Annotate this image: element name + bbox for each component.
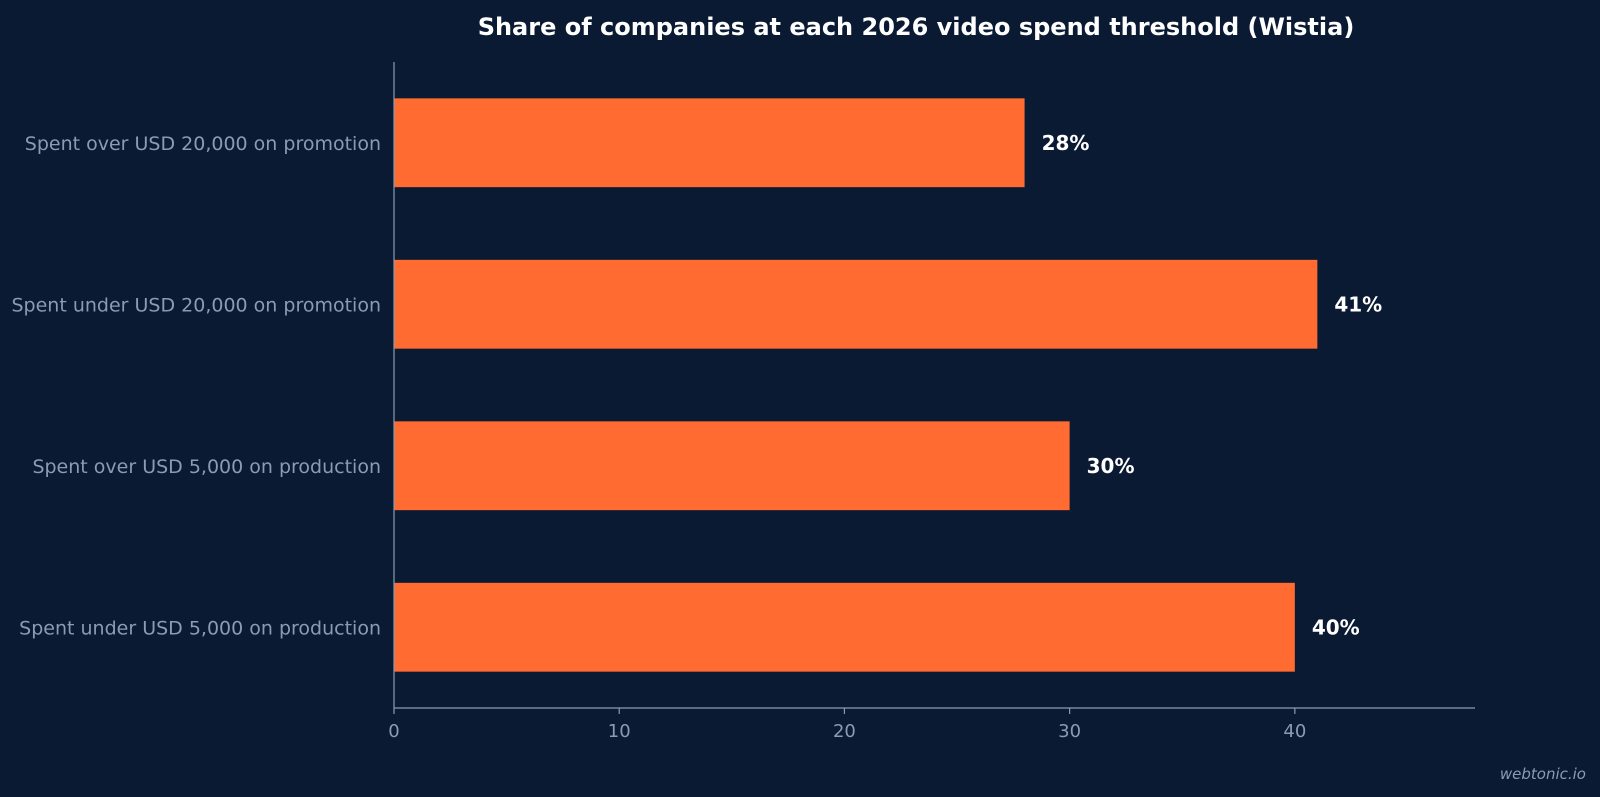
- bars-layer: 28% 41% 30% 40%: [394, 98, 1382, 672]
- bar: [394, 582, 1295, 672]
- x-tick-label: 30: [1058, 721, 1081, 742]
- value-label: 41%: [1334, 292, 1382, 316]
- chart-title: Share of companies at each 2026 video sp…: [478, 13, 1355, 41]
- bar: [394, 421, 1070, 511]
- watermark-text: webtonic.io: [1500, 765, 1586, 783]
- axes-layer: Spent over USD 20,000 on promotion Spent …: [12, 62, 1475, 742]
- x-tick-label: 10: [608, 721, 631, 742]
- category-label: Spent over USD 20,000 on promotion: [25, 133, 381, 155]
- value-label: 28%: [1042, 131, 1090, 155]
- category-label: Spent under USD 20,000 on promotion: [12, 294, 382, 316]
- x-tick-label: 40: [1283, 721, 1306, 742]
- x-tick-label: 0: [388, 721, 399, 742]
- category-label: Spent over USD 5,000 on production: [32, 456, 381, 478]
- value-label: 30%: [1087, 454, 1135, 478]
- bar: [394, 98, 1025, 188]
- category-label: Spent under USD 5,000 on production: [19, 617, 381, 639]
- bar: [394, 259, 1318, 349]
- value-label: 40%: [1312, 615, 1360, 639]
- x-tick-label: 20: [833, 721, 856, 742]
